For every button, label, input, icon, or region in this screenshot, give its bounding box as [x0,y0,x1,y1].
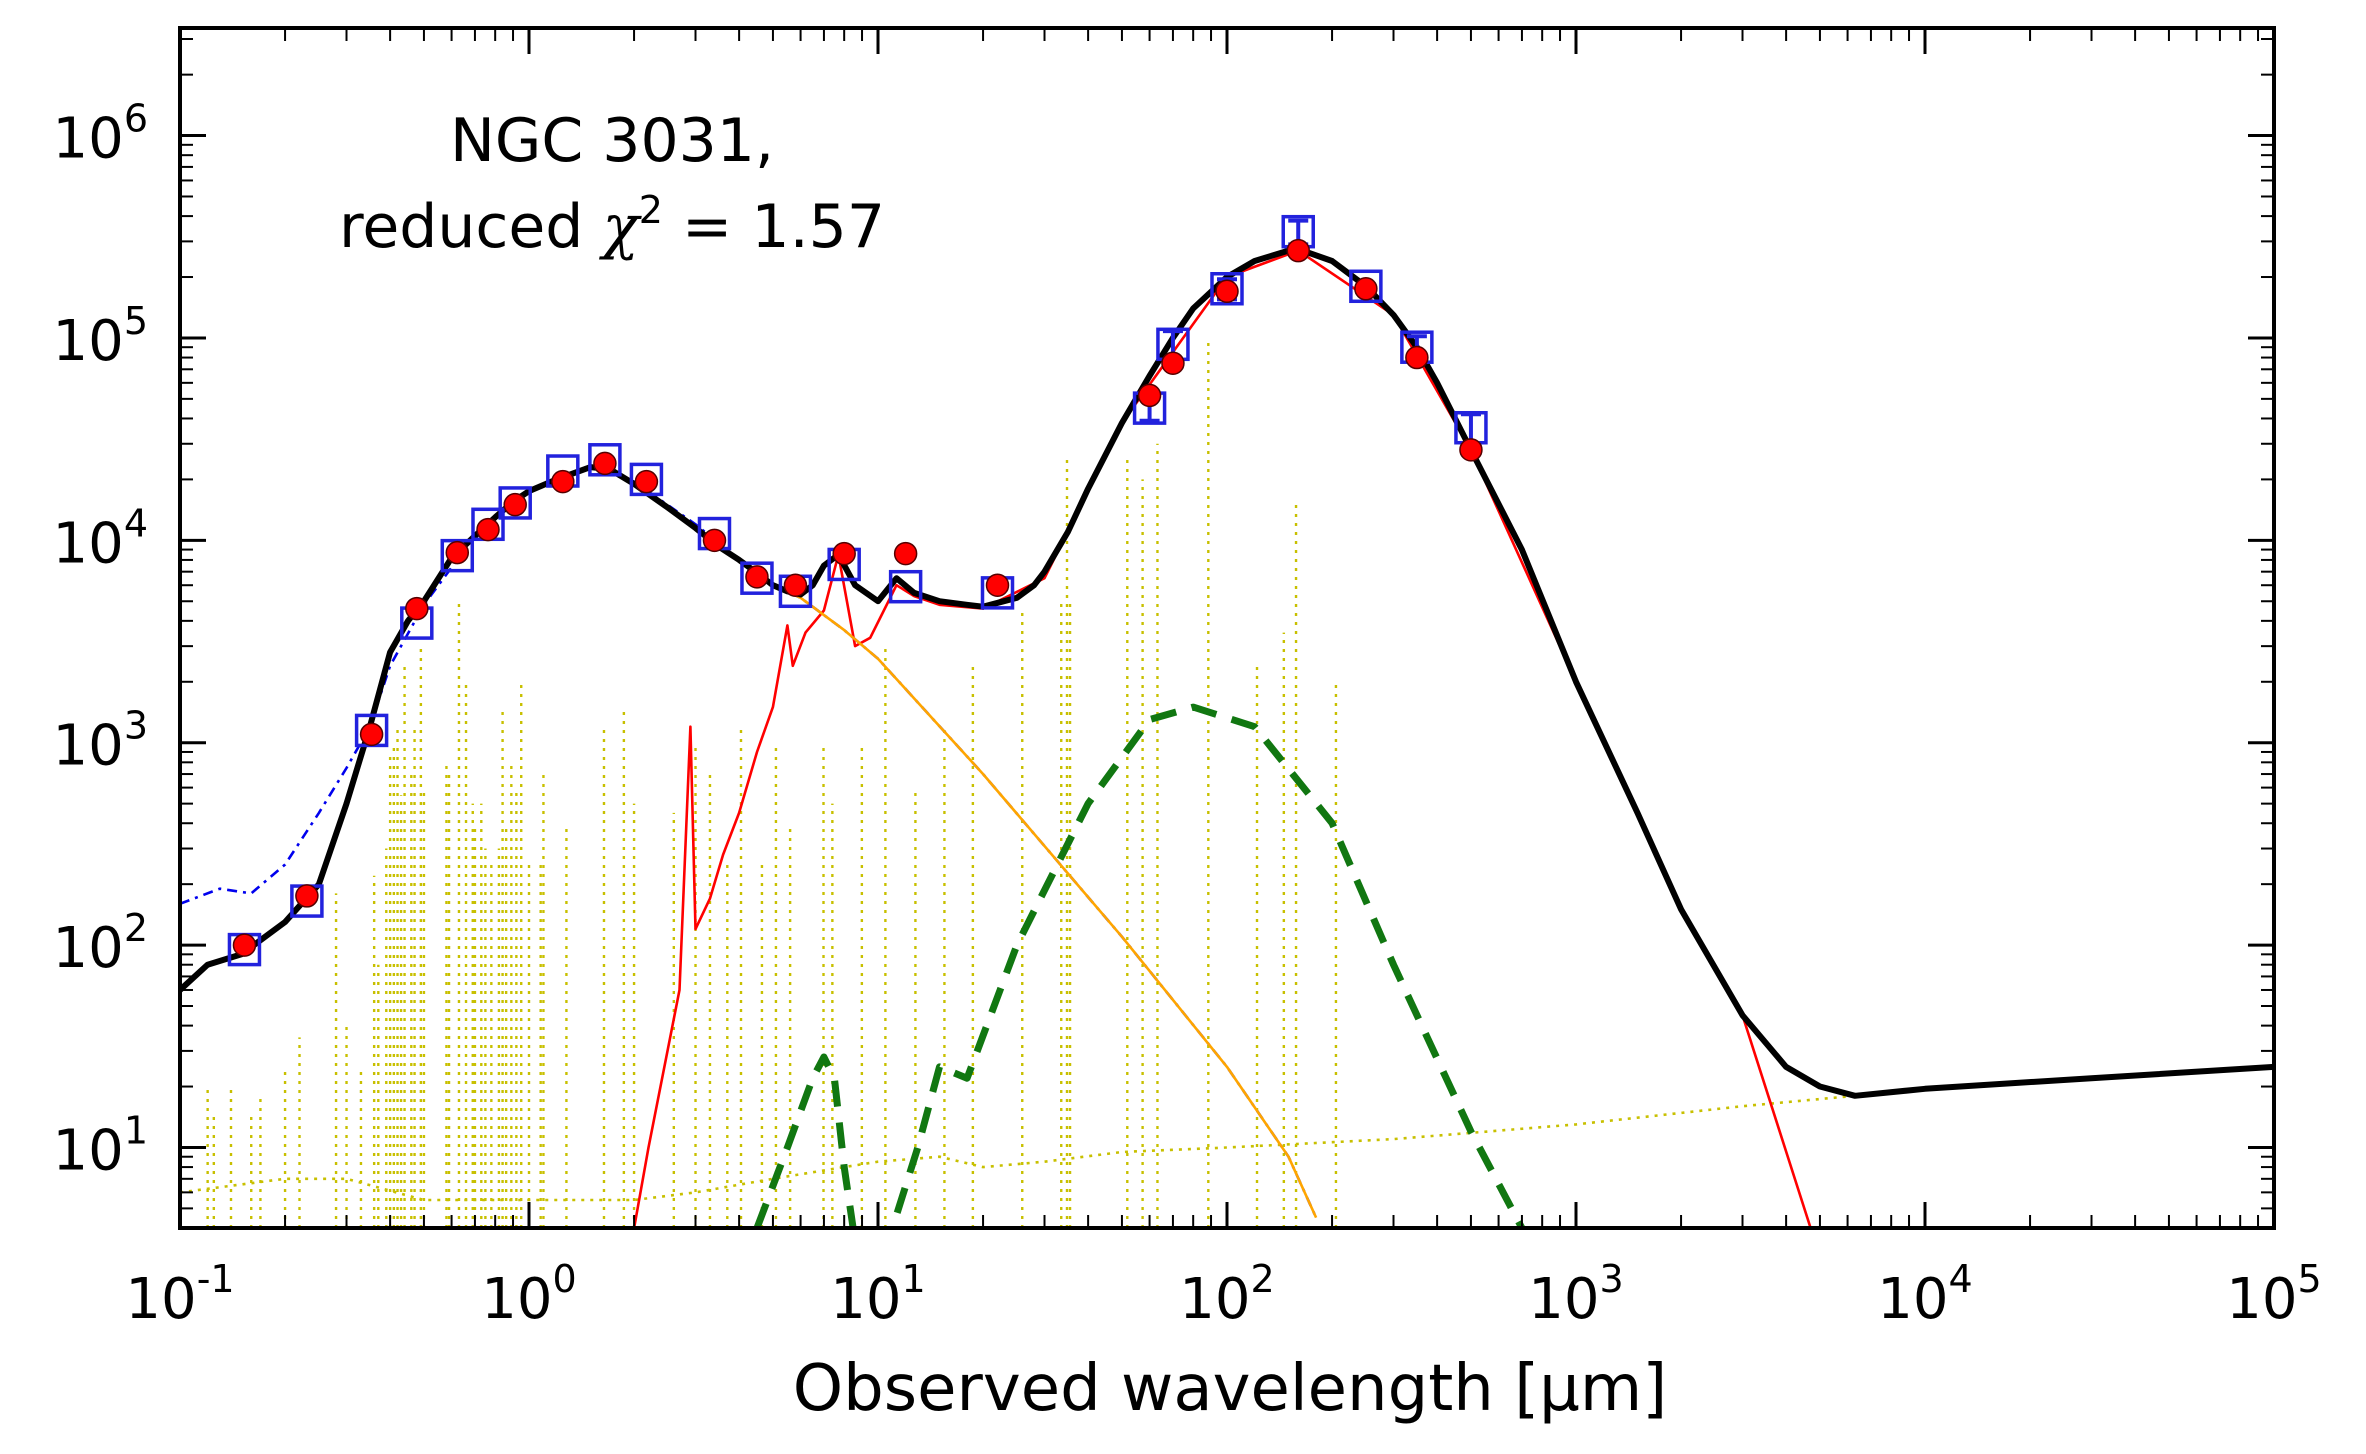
annotation-chi2: reduced χ2 = 1.57 [339,188,885,262]
observed-point [1210,272,1244,306]
model-point [745,565,769,589]
y-tick-label: 105 [53,299,148,374]
model-point [1354,277,1378,301]
series-stellar-attenuated [772,584,1318,1219]
model-point [783,573,808,597]
series-AGN-components [753,703,1525,1228]
model-point [893,541,918,566]
model-point [1161,351,1185,375]
y-tick-label: 103 [53,704,148,779]
observed-point [440,538,475,573]
model-point [1405,345,1429,370]
model-point [832,541,856,566]
x-tick-label: 10-1 [125,1257,234,1332]
model-point [1286,238,1310,263]
model-point [359,722,384,747]
model-point [405,596,429,621]
observed-point [888,569,923,604]
x-tick-label: 101 [830,1257,925,1332]
model-point [593,451,617,476]
model-point [551,469,575,494]
series-dust-emission [632,249,1812,1228]
model-point [476,517,500,542]
y-tick-label: 101 [53,1108,148,1183]
model-point [1459,438,1483,462]
model-point [1215,279,1239,304]
y-tick-label: 102 [53,906,148,981]
model-point [503,492,527,517]
x-tick-label: 100 [481,1257,576,1332]
x-tick-label: 103 [1528,1257,1623,1332]
model-point [295,884,319,908]
y-tick-label: 106 [53,97,148,172]
plot-area [180,214,2274,1228]
x-tick-label: 105 [2226,1257,2321,1332]
observed-point [740,561,774,595]
y-tick-label: 104 [53,501,148,576]
observed-point [498,486,532,520]
x-tick-label: 104 [1877,1257,1972,1332]
x-tick-label: 102 [1179,1257,1274,1332]
model-point [634,469,659,494]
model-point [702,528,727,553]
observed-point [1349,269,1383,304]
model-point [445,540,470,565]
model-point [1137,383,1162,408]
plot-clip-group [180,214,2274,1228]
model-point [985,573,1010,597]
annotation-galaxy: NGC 3031, [450,106,774,176]
series-total-model [180,247,2274,1099]
x-axis-title: Observed wavelength [μm] [793,1352,1667,1426]
model-point [232,933,257,957]
series-nebular-emission [180,1094,1856,1202]
observed-point [629,462,664,497]
axis-ticks: 10-1 100 101 102 103 104 105 101 102 103 104 105 106 [53,28,2322,1332]
